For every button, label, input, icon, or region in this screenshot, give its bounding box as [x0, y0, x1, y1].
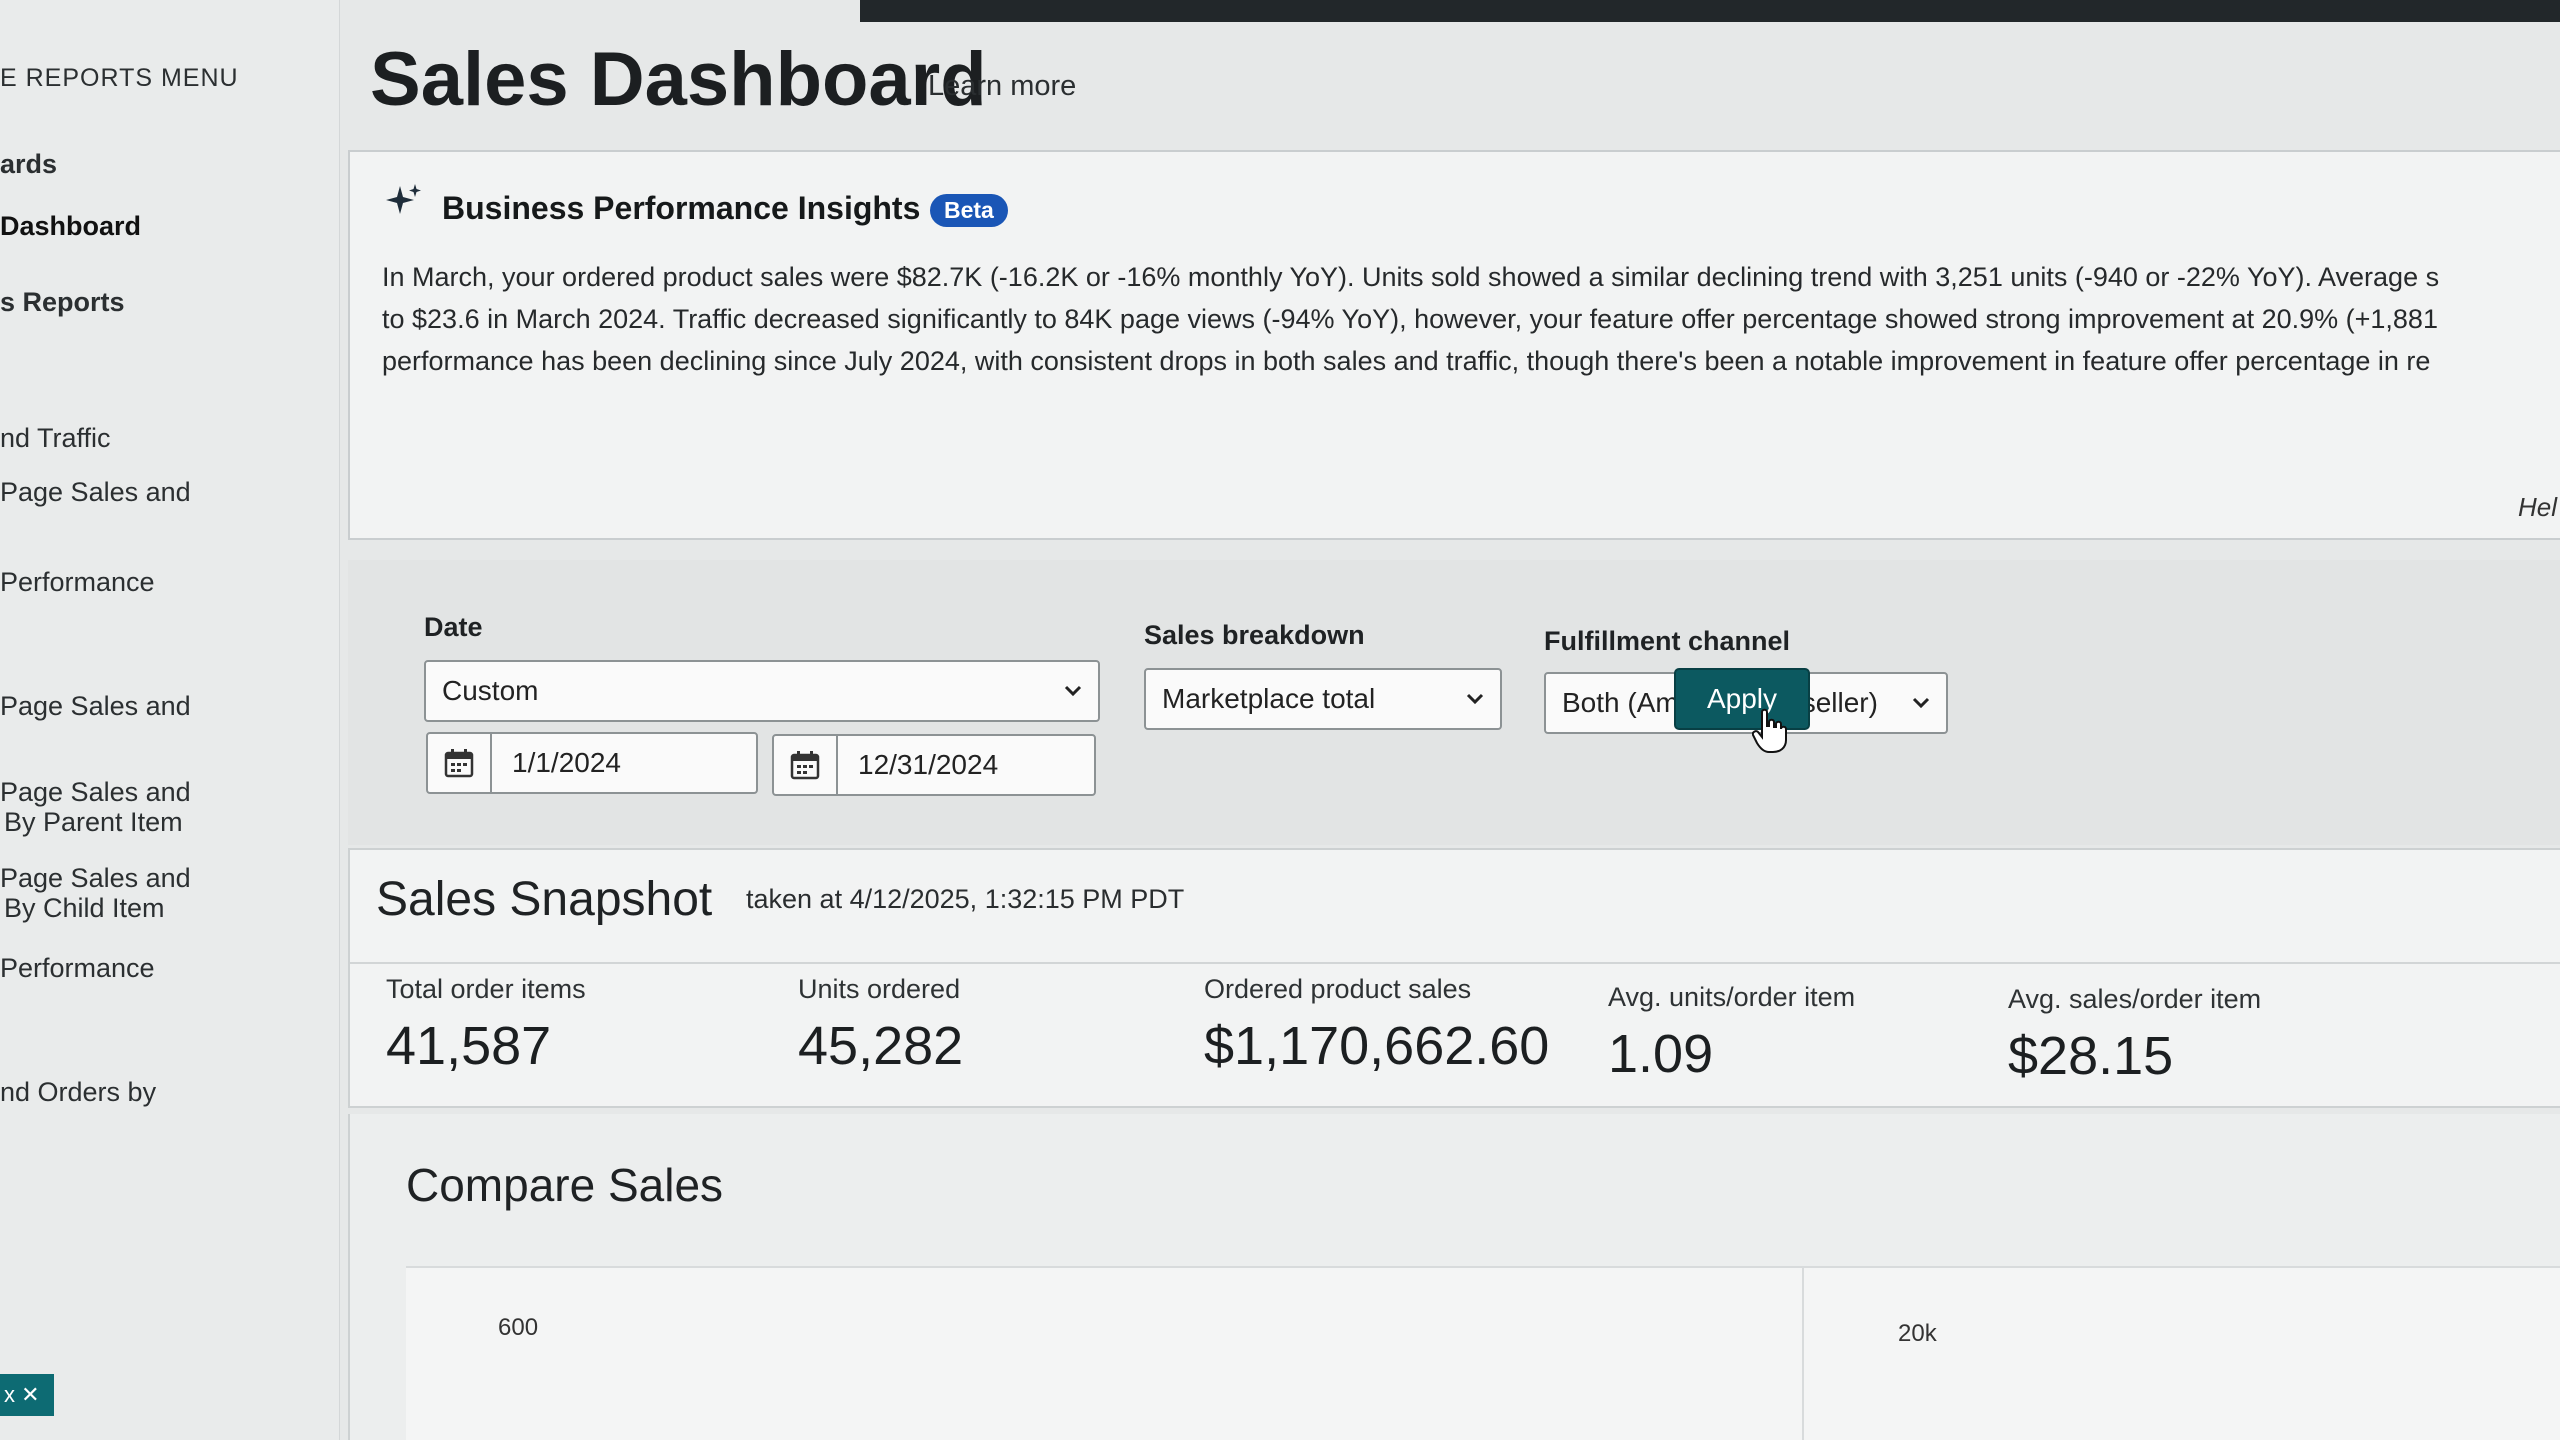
main-content: Sales Dashboard Learn more Business Perf…	[340, 0, 2560, 1440]
date-range-select[interactable]: Custom	[424, 660, 1100, 722]
end-date-value: 12/31/2024	[858, 749, 999, 780]
sidebar-item-sublabel: By Parent Item	[4, 807, 183, 837]
chevron-down-icon	[1466, 693, 1484, 705]
chevron-down-icon	[1912, 697, 1930, 709]
metric-label: Units ordered	[798, 974, 961, 1004]
page-title: Sales Dashboard	[370, 37, 987, 122]
snapshot-title: Sales Snapshot	[376, 873, 713, 926]
chart-divider	[1802, 1268, 1804, 1440]
units-axis-tick: 600	[498, 1314, 539, 1341]
top-nav-strip	[860, 0, 2560, 22]
metric-value: 41,587	[386, 1016, 552, 1076]
sidebar-item-detail-page-sales[interactable]: Page Sales and	[0, 477, 191, 507]
metric-avg-sales-per-order-item: Avg. sales/order item $28.15	[2008, 984, 2261, 1087]
metric-value: 1.09	[1608, 1024, 1714, 1084]
beta-badge: Beta	[930, 194, 1008, 227]
metric-ordered-product-sales: Ordered product sales $1,170,662.60	[1204, 974, 1549, 1077]
learn-more-link[interactable]: Learn more	[928, 70, 1077, 102]
sales-breakdown-value: Marketplace total	[1162, 683, 1376, 714]
compare-sales-chart: 600 20k	[406, 1266, 2560, 1440]
metric-total-order-items: Total order items 41,587	[386, 974, 586, 1077]
metric-value: 45,282	[798, 1016, 964, 1076]
apply-button[interactable]: Apply	[1674, 668, 1810, 730]
metric-label: Avg. units/order item	[1608, 982, 1856, 1012]
help-link[interactable]: Hel	[2518, 492, 2558, 522]
metric-avg-units-per-order-item: Avg. units/order item 1.09	[1608, 982, 1855, 1085]
collapse-chip[interactable]: x ✕	[0, 1374, 54, 1416]
sidebar-item-seller-performance[interactable]: Performance	[0, 567, 155, 597]
reports-menu-title[interactable]: E REPORTS MENU	[0, 64, 239, 92]
sidebar-item-sales-and-traffic[interactable]: nd Traffic	[0, 423, 111, 453]
metric-value: $1,170,662.60	[1204, 1016, 1550, 1076]
metric-label: Total order items	[386, 974, 586, 1004]
sales-axis-tick: 20k	[1898, 1320, 1937, 1347]
metric-label: Ordered product sales	[1204, 974, 1472, 1004]
filter-bar: Date Custom 1/1/2024 12/31/2024 Sales br…	[348, 560, 2560, 845]
compare-sales-title: Compare Sales	[406, 1159, 724, 1211]
sidebar-item-label: Page Sales and	[0, 863, 191, 893]
reports-sidebar: E REPORTS MENU ards Dashboard s Reports …	[0, 0, 340, 1440]
date-label: Date	[424, 612, 483, 642]
insights-text: In March, your ordered product sales wer…	[382, 262, 2440, 376]
start-date-field[interactable]: 1/1/2024	[426, 732, 758, 794]
sparkle-icon	[386, 184, 421, 214]
end-date-field[interactable]: 12/31/2024	[772, 734, 1096, 796]
snapshot-timestamp: taken at 4/12/2025, 1:32:15 PM PDT	[746, 884, 1185, 914]
chevron-down-icon	[1064, 685, 1082, 697]
metric-value: $28.15	[2008, 1026, 2174, 1086]
sidebar-item-dashboards[interactable]: ards	[0, 149, 58, 179]
compare-sales-card: Compare Sales 600 20k	[348, 1114, 2560, 1440]
calendar-icon[interactable]	[428, 734, 492, 792]
business-insights-card: Business Performance Insights Beta In Ma…	[348, 150, 2560, 540]
date-range-value: Custom	[442, 675, 539, 706]
hand-pointer-icon	[1752, 708, 1787, 753]
sidebar-item-performance[interactable]: Performance	[0, 953, 155, 983]
sidebar-item-sales-dashboard[interactable]: Dashboard	[0, 211, 142, 241]
sales-breakdown-label: Sales breakdown	[1144, 620, 1365, 650]
sidebar-item-sales-and-orders[interactable]: nd Orders by	[0, 1077, 157, 1107]
insights-title: Business Performance Insights	[442, 190, 921, 226]
metric-label: Avg. sales/order item	[2008, 984, 2262, 1014]
sidebar-item-detail-page-sales-2[interactable]: Page Sales and	[0, 691, 191, 721]
sidebar-item-sublabel: By Child Item	[4, 893, 165, 923]
sidebar-item-business-reports[interactable]: s Reports	[0, 287, 125, 317]
sales-snapshot-card: Sales Snapshot taken at 4/12/2025, 1:32:…	[348, 848, 2560, 1108]
divider	[350, 962, 2560, 964]
sales-breakdown-select[interactable]: Marketplace total	[1144, 668, 1502, 730]
calendar-icon[interactable]	[774, 736, 838, 794]
metric-units-ordered: Units ordered 45,282	[798, 974, 963, 1077]
fulfillment-channel-label: Fulfillment channel	[1544, 626, 1791, 656]
sidebar-item-label: Page Sales and	[0, 777, 191, 807]
start-date-value: 1/1/2024	[512, 747, 621, 778]
